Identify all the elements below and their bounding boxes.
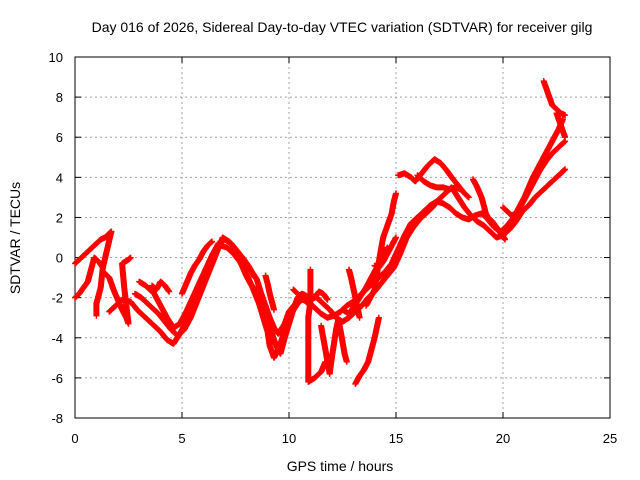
- series-markers: [500, 116, 566, 219]
- series-markers: [262, 272, 277, 313]
- x-ticks: 0 5 10 15 20 25: [71, 57, 617, 446]
- series-track-3: [102, 254, 134, 327]
- series-track-15: [345, 266, 363, 321]
- series-track-8: [179, 238, 215, 297]
- series-markers: [305, 266, 329, 385]
- x-tick-label: 0: [71, 431, 78, 446]
- y-tick-label: 2: [56, 210, 63, 225]
- y-tick-label: -8: [51, 411, 63, 426]
- series-track-23: [540, 78, 569, 119]
- series-track-24: [553, 110, 569, 141]
- series-track-22: [500, 116, 566, 219]
- series-track-13: [318, 316, 350, 377]
- x-axis-label: GPS time / hours: [287, 458, 394, 474]
- series-markers: [149, 278, 173, 295]
- series-markers: [345, 266, 363, 321]
- series-markers: [72, 254, 106, 301]
- series-track-12: [305, 266, 329, 385]
- series-markers: [414, 172, 464, 193]
- y-tick-label: -4: [51, 331, 63, 346]
- series-markers: [352, 314, 382, 387]
- y-tick-label: 4: [56, 170, 63, 185]
- y-ticks: -8 -6 -4 -2 0 2 4 6 8 10: [49, 50, 610, 426]
- x-tick-label: 20: [496, 431, 510, 446]
- series-track-18: [371, 234, 399, 271]
- x-tick-label: 10: [282, 431, 296, 446]
- y-tick-label: 0: [56, 251, 63, 266]
- chart-title: Day 016 of 2026, Sidereal Day-to-day VTE…: [92, 19, 593, 35]
- series-markers: [371, 234, 399, 271]
- plot-border: [74, 56, 611, 419]
- series-markers: [179, 238, 215, 297]
- scatter-points: [72, 78, 569, 387]
- series-track-7: [149, 278, 173, 295]
- series-track-6: [131, 234, 258, 339]
- y-axis-label: SDTVAR / TECUs: [7, 182, 23, 294]
- series-track-16: [352, 314, 382, 387]
- series-markers: [540, 78, 569, 119]
- y-tick-label: 10: [49, 50, 63, 65]
- y-tick-label: 8: [56, 90, 63, 105]
- x-tick-label: 15: [389, 431, 403, 446]
- series-track-20: [414, 172, 464, 193]
- y-tick-label: -6: [51, 371, 63, 386]
- series-track-10: [262, 272, 277, 313]
- series-track-21: [470, 176, 509, 243]
- series-markers: [553, 110, 569, 141]
- x-tick-label: 25: [603, 431, 617, 446]
- x-tick-label: 5: [178, 431, 185, 446]
- series-markers: [318, 316, 350, 377]
- series-track-2: [72, 254, 106, 301]
- series-markers: [131, 234, 258, 339]
- y-tick-label: 6: [56, 130, 63, 145]
- y-tick-label: -2: [51, 291, 63, 306]
- series-markers: [470, 176, 509, 243]
- series-markers: [102, 254, 134, 327]
